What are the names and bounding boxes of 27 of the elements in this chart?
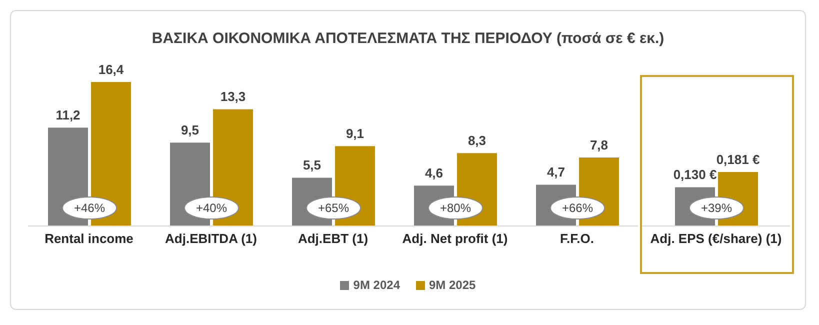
data-label: 4,7 [546, 164, 566, 180]
data-label: 9,5 [180, 122, 200, 138]
annotation: +40% [196, 201, 228, 215]
data-label: 5,5 [302, 158, 322, 173]
data-label: 0,181 € [716, 152, 760, 167]
chart-title: ΒΑΣΙΚΑ ΟΙΚΟΝΟΜΙΚΑ ΑΠΟΤΕΛΕΣΜΑΤΑ ΤΗΣ ΠΕΡΙΟΔΟΥ (ποσά σε € εκ.) [150, 30, 666, 47]
data-label: 4,6 [424, 166, 444, 181]
legend-label: 9M 2024 [353, 278, 400, 292]
annotation: +39% [700, 201, 732, 215]
annotation: +46% [74, 201, 106, 215]
annotation: +66% [562, 201, 594, 215]
x-tick-label: F.F.O. [560, 231, 594, 246]
data-label: 13,3 [220, 89, 246, 104]
annotation: +65% [318, 201, 350, 215]
annotation: +80% [440, 201, 472, 215]
data-label: 0,130 € [673, 167, 717, 182]
x-tick-label: Adj. Net profit (1) [402, 231, 508, 246]
x-tick-label: Rental income [44, 231, 134, 246]
data-label: 9,1 [346, 126, 364, 142]
x-tick-label: Adj.EBITDA (1) [165, 231, 257, 246]
data-label: 16,4 [98, 62, 124, 77]
data-label: 8,3 [468, 133, 486, 148]
data-label: 11,2 [56, 108, 80, 123]
x-tick-label: Adj.EBT (1) [298, 231, 368, 246]
data-label: 7,8 [590, 138, 608, 153]
legend-label: 9M 2025 [429, 278, 476, 292]
x-tick-label: Adj. EPS (€/share) (1) [650, 231, 782, 246]
